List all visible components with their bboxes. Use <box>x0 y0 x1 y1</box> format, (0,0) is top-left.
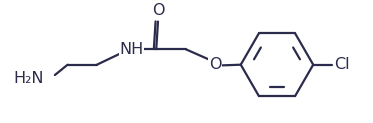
Text: H₂N: H₂N <box>13 71 44 86</box>
Text: NH: NH <box>119 42 144 57</box>
Text: O: O <box>152 3 164 18</box>
Text: Cl: Cl <box>335 57 350 72</box>
Text: O: O <box>209 57 221 72</box>
